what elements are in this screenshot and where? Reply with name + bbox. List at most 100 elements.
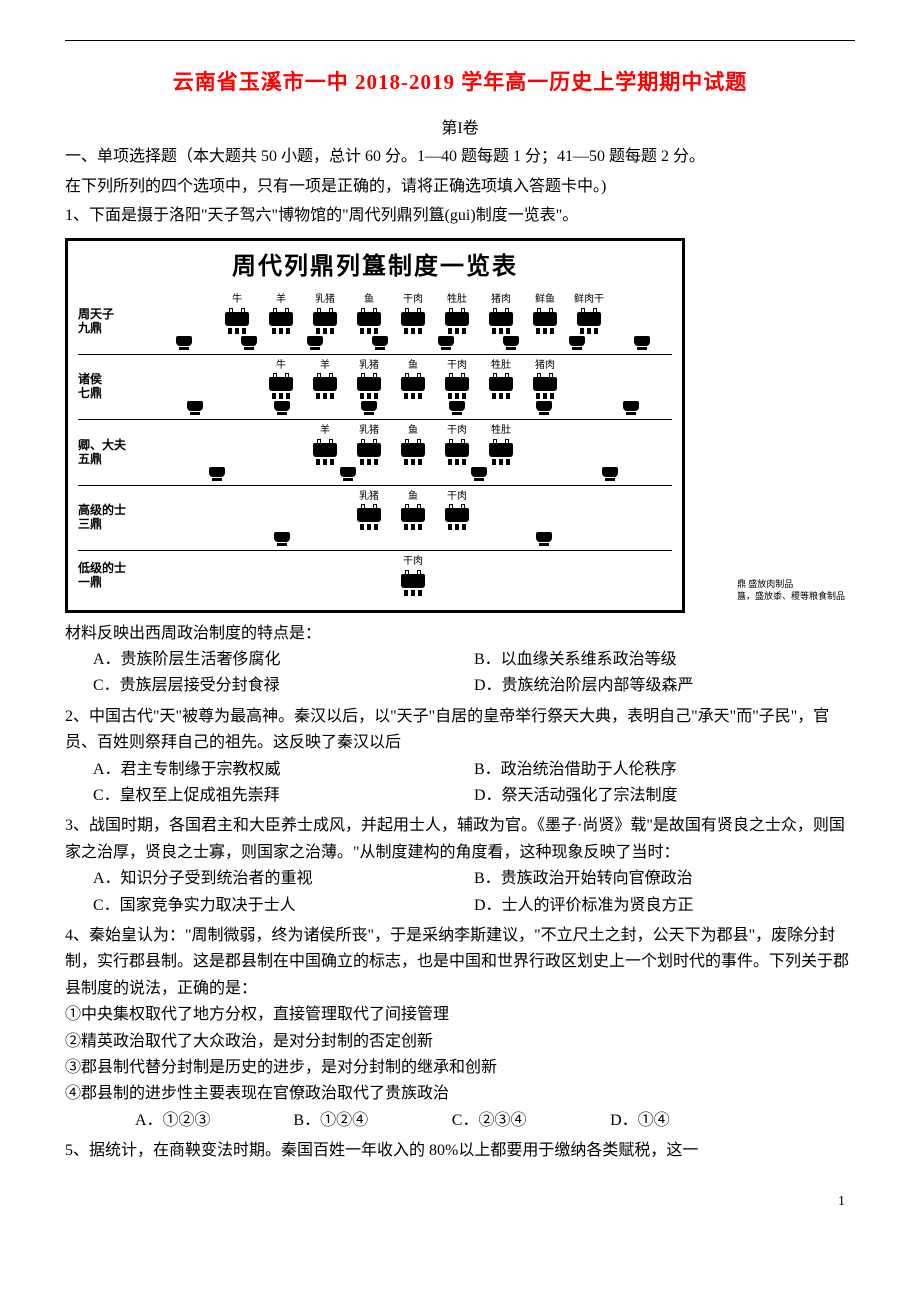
- q4-s2: ②精英政治取代了大众政治，是对分封制的否定创新: [65, 1029, 855, 1055]
- q3-option-c: C．国家竞争实力取决于士人: [93, 893, 474, 919]
- gui-icon: [621, 401, 641, 415]
- ding-icon: [304, 375, 346, 399]
- gui-icon: [359, 401, 379, 415]
- ding-label: 羊: [304, 423, 346, 440]
- ding-icon: [304, 310, 346, 334]
- ding-icon: [260, 310, 302, 334]
- ding-label: 牲肚: [436, 292, 478, 309]
- ding-label: 牲肚: [480, 358, 522, 375]
- q3-options: A．知识分子受到统治者的重视 B．贵族政治开始转向官僚政治 C．国家竞争实力取决…: [65, 866, 855, 919]
- chart-divider: [78, 354, 672, 355]
- gui-icon: [272, 532, 292, 546]
- gui-icon: [239, 336, 259, 350]
- chart-divider: [78, 550, 672, 551]
- gui-icon: [600, 467, 620, 481]
- q4-options: A．①②③ B．①②④ C．②③④ D．①④: [65, 1108, 855, 1134]
- ding-icon: [436, 375, 478, 399]
- q4-statements: ①中央集权取代了地方分权，直接管理取代了间接管理 ②精英政治取代了大众政治，是对…: [65, 1002, 855, 1108]
- gui-icon: [174, 336, 194, 350]
- chart-vessels: 牛羊乳猪鱼干肉牲肚猪肉: [154, 358, 672, 416]
- chart-divider: [78, 419, 672, 420]
- q2-option-a: A．君主专制缘于宗教权威: [93, 757, 474, 783]
- ding-label: 羊: [260, 292, 302, 309]
- q4-option-c: C．②③④: [452, 1108, 610, 1134]
- ding-gui-chart: 周代列鼎列簋制度一览表 周天子九鼎牛羊乳猪鱼干肉牲肚猪肉鲜鱼鲜肉干诸侯七鼎牛羊乳…: [65, 238, 685, 613]
- chart-legend: 鼎 盛放肉制品 簋，盛放黍、稷等粮食制品: [737, 579, 845, 602]
- chart-container: 周代列鼎列簋制度一览表 周天子九鼎牛羊乳猪鱼干肉牲肚猪肉鲜鱼鲜肉干诸侯七鼎牛羊乳…: [65, 238, 855, 613]
- ding-label: 鲜肉干: [568, 292, 610, 309]
- instruction-line-2: 在下列所列的四个选项中，只有一项是正确的，请将正确选项填入答题卡中。): [65, 174, 855, 200]
- ding-label: 干肉: [436, 358, 478, 375]
- chart-row-label: 诸侯七鼎: [78, 372, 154, 401]
- page-number: 1: [65, 1194, 855, 1210]
- exam-title: 云南省玉溪市一中 2018-2019 学年高一历史上学期期中试题: [65, 66, 855, 96]
- ding-icon: [304, 441, 346, 465]
- section-subtitle: 第I卷: [65, 114, 855, 138]
- ding-icon: [348, 375, 390, 399]
- q3-option-d: D．士人的评价标准为贤良方正: [474, 893, 855, 919]
- question-3: 3、战国时期，各国君主和大臣养士成风，并起用士人，辅政为官。《墨子·尚贤》载"是…: [65, 813, 855, 919]
- ding-label: 牛: [260, 358, 302, 375]
- ding-label: 羊: [304, 358, 346, 375]
- ding-icon: [348, 441, 390, 465]
- gui-icon: [567, 336, 587, 350]
- ding-label: 干肉: [436, 489, 478, 506]
- ding-icon: [436, 506, 478, 530]
- chart-vessels: 干肉: [154, 554, 672, 596]
- q4-text: 4、秦始皇认为："周制微弱，终为诸侯所丧"，于是采纳李斯建议，"不立尺土之封，公…: [65, 923, 855, 1002]
- chart-vessels: 乳猪鱼干肉: [154, 489, 672, 547]
- ding-label: 乳猪: [348, 423, 390, 440]
- q1-text: 1、下面是摄于洛阳"天子驾六"博物馆的"周代列鼎列簋(gui)制度一览表"。: [65, 203, 855, 229]
- ding-icon: [524, 375, 566, 399]
- q4-s3: ③郡县制代替分封制是历史的进步，是对分封制的继承和创新: [65, 1055, 855, 1081]
- ding-icon: [348, 310, 390, 334]
- ding-icon: [216, 310, 258, 334]
- ding-label: 鱼: [392, 423, 434, 440]
- q3-text: 3、战国时期，各国君主和大臣养士成风，并起用士人，辅政为官。《墨子·尚贤》载"是…: [65, 813, 855, 866]
- q4-option-b: B．①②④: [293, 1108, 451, 1134]
- q1-option-a: A．贵族阶层生活奢侈腐化: [93, 647, 474, 673]
- gui-icon: [185, 401, 205, 415]
- chart-row: 低级的士一鼎 干肉: [78, 554, 672, 596]
- gui-icon: [272, 401, 292, 415]
- ding-icon: [392, 441, 434, 465]
- top-divider: [65, 40, 855, 41]
- q1-option-b: B．以血缘关系维系政治等级: [474, 647, 855, 673]
- q4-s4: ④郡县制的进步性主要表现在官僚政治取代了贵族政治: [65, 1081, 855, 1107]
- gui-icon: [207, 467, 227, 481]
- chart-row-label: 低级的士一鼎: [78, 561, 154, 590]
- ding-icon: [568, 310, 610, 334]
- ding-icon: [436, 441, 478, 465]
- ding-label: 乳猪: [304, 292, 346, 309]
- ding-icon: [260, 375, 302, 399]
- ding-label: 鱼: [348, 292, 390, 309]
- q2-option-c: C．皇权至上促成祖先崇拜: [93, 783, 474, 809]
- q3-option-b: B．贵族政治开始转向官僚政治: [474, 866, 855, 892]
- ding-icon: [392, 310, 434, 334]
- chart-row-label: 卿、大夫五鼎: [78, 438, 154, 467]
- q1-options: A．贵族阶层生活奢侈腐化 B．以血缘关系维系政治等级 C．贵族层层接受分封食禄 …: [65, 647, 855, 700]
- instruction-line-1: 一、单项选择题（本大题共 50 小题，总计 60 分。1—40 题每题 1 分；…: [65, 144, 855, 170]
- q5-text: 5、据统计，在商鞅变法时期。秦国百姓一年收入的 80%以上都要用于缴纳各类赋税，…: [65, 1138, 855, 1164]
- q4-option-d: D．①④: [610, 1108, 768, 1134]
- chart-row: 高级的士三鼎乳猪鱼干肉: [78, 489, 672, 547]
- gui-icon: [436, 336, 456, 350]
- ding-icon: [392, 572, 434, 596]
- ding-label: 乳猪: [348, 489, 390, 506]
- chart-title: 周代列鼎列簋制度一览表: [78, 247, 672, 287]
- ding-label: 干肉: [392, 292, 434, 309]
- gui-icon: [632, 336, 652, 350]
- question-2: 2、中国古代"天"被尊为最高神。秦汉以后，以"天子"自居的皇帝举行祭天大典，表明…: [65, 704, 855, 810]
- chart-row: 卿、大夫五鼎羊乳猪鱼干肉牲肚: [78, 423, 672, 481]
- legend-2: 簋，盛放黍、稷等粮食制品: [737, 591, 845, 603]
- gui-icon: [338, 467, 358, 481]
- q4-option-a: A．①②③: [135, 1108, 293, 1134]
- q3-option-a: A．知识分子受到统治者的重视: [93, 866, 474, 892]
- chart-divider: [78, 485, 672, 486]
- q1-option-d: D．贵族统治阶层内部等级森严: [474, 673, 855, 699]
- ding-label: 鲜鱼: [524, 292, 566, 309]
- ding-label: 干肉: [392, 554, 434, 571]
- ding-label: 猪肉: [480, 292, 522, 309]
- q4-s1: ①中央集权取代了地方分权，直接管理取代了间接管理: [65, 1002, 855, 1028]
- ding-label: 乳猪: [348, 358, 390, 375]
